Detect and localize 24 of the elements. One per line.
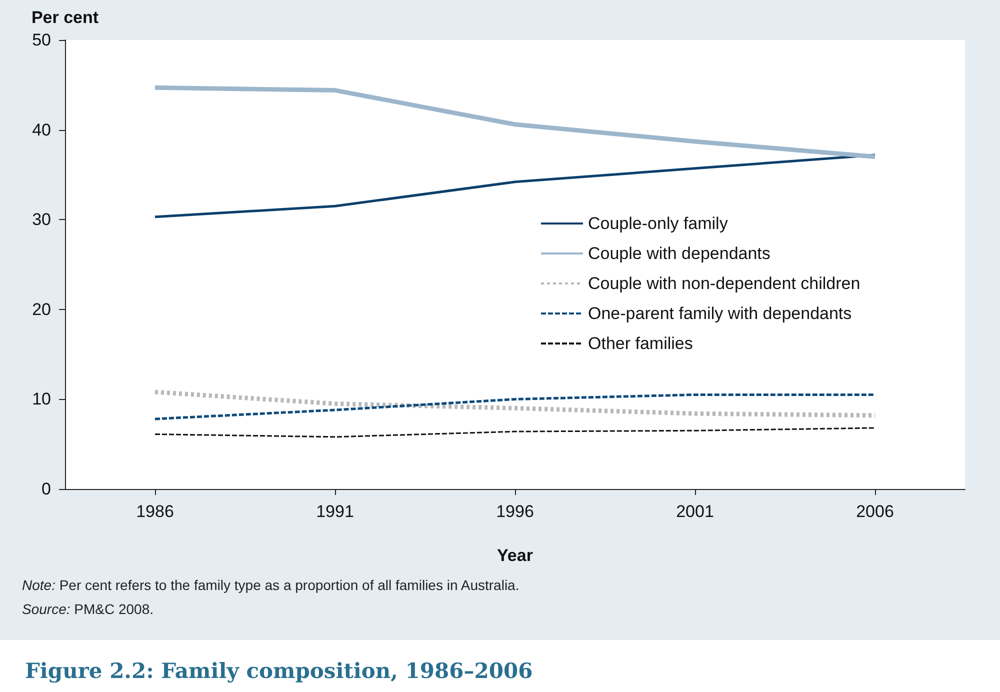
legend-label: Couple-only family bbox=[588, 214, 728, 233]
y-tick-label: 30 bbox=[32, 210, 51, 230]
x-tick-label: 1991 bbox=[316, 502, 354, 521]
source-note: Source: PM&C 2008. bbox=[22, 601, 154, 617]
line-series bbox=[152, 85, 878, 159]
line-series bbox=[154, 154, 876, 218]
x-tick-label: 2001 bbox=[676, 502, 714, 521]
legend-label: Other families bbox=[588, 334, 693, 353]
x-axis-title: Year bbox=[497, 546, 534, 565]
line-series bbox=[154, 427, 876, 438]
y-axis-title: Per cent bbox=[31, 8, 99, 27]
y-tick-label: 20 bbox=[32, 300, 51, 319]
y-tick-label: 50 bbox=[32, 30, 51, 50]
legend-label: Couple with non-dependent children bbox=[588, 274, 860, 293]
y-tick-label: 40 bbox=[32, 120, 51, 140]
legend-label: One-parent family with dependants bbox=[588, 304, 852, 323]
text: Note: Per cent refers to the family type as a proportion of all families in Australia. bbox=[22, 577, 520, 593]
legend-label: Couple with dependants bbox=[588, 244, 770, 263]
y-tick-label: 0 bbox=[42, 480, 51, 498]
x-tick-label: 1986 bbox=[136, 502, 174, 521]
x-tick-label: 1996 bbox=[496, 502, 534, 521]
y-tick-label: 10 bbox=[32, 390, 51, 409]
text: Figure 2.2: Family composition, 1986–2006 bbox=[25, 658, 533, 683]
x-tick-label: 2006 bbox=[856, 502, 894, 521]
